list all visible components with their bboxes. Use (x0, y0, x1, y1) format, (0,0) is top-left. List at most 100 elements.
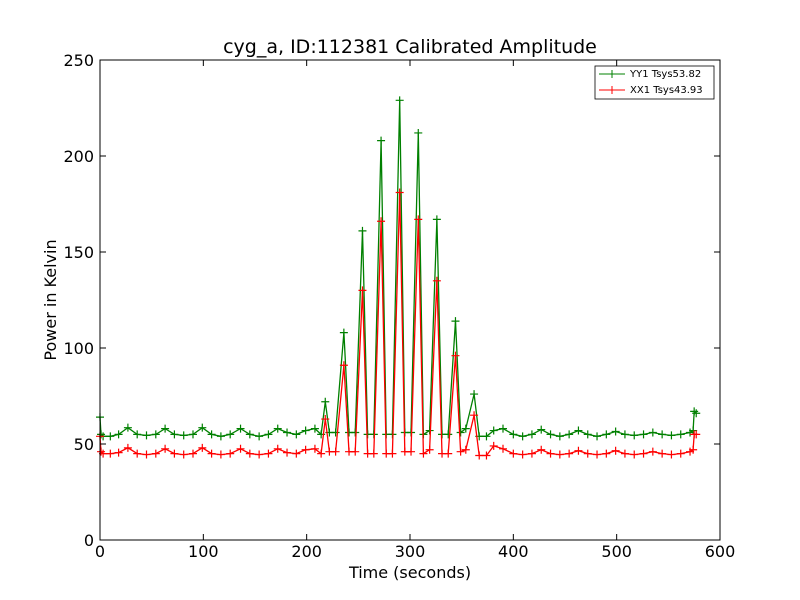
data-point (555, 450, 564, 459)
data-point (339, 361, 348, 370)
data-point (658, 449, 667, 458)
data-point (456, 428, 465, 437)
y-tick-label: 0 (84, 531, 94, 550)
data-point (414, 215, 423, 224)
data-point (692, 430, 701, 439)
data-point (170, 430, 179, 439)
x-tick-label: 300 (395, 542, 426, 561)
legend-marker-yy1 (608, 70, 616, 78)
data-point (425, 445, 434, 454)
data-point (611, 446, 620, 455)
data-point (264, 449, 273, 458)
data-point (179, 431, 188, 440)
data-point (189, 449, 197, 458)
data-point (216, 450, 225, 459)
data-point (321, 397, 330, 406)
data-point (301, 426, 310, 435)
data-point (546, 449, 555, 458)
legend: YY1 Tsys53.82 XX1 Tsys43.93 (594, 65, 715, 100)
data-point (189, 430, 197, 439)
data-point (407, 447, 416, 456)
data-point (114, 430, 123, 439)
ticks-layer: 0 100 200 300 400 500 600 0 50 100 150 200 250 (63, 51, 735, 561)
data-point (509, 449, 518, 458)
data-point (470, 390, 479, 399)
data-point (425, 426, 434, 435)
data-point (456, 447, 465, 456)
data-point (123, 423, 132, 432)
data-point (602, 430, 611, 439)
data-point (339, 328, 348, 337)
x-tick-label: 200 (291, 542, 322, 561)
data-point (245, 449, 254, 458)
x-tick-label: 400 (498, 542, 529, 561)
y-tick-label: 50 (74, 435, 94, 454)
y-tick-label: 250 (63, 51, 94, 70)
data-point (331, 428, 340, 437)
data-point (351, 447, 360, 456)
data-point (620, 449, 629, 458)
data-point (106, 449, 115, 458)
data-point (648, 447, 657, 456)
data-point (611, 427, 620, 436)
data-point (207, 430, 216, 439)
data-point (273, 424, 282, 433)
y-axis-label: Power in Kelvin (41, 239, 60, 360)
data-point (676, 430, 685, 439)
data-point (546, 430, 555, 439)
data-point (518, 450, 527, 459)
data-point (444, 449, 453, 458)
data-point (555, 432, 564, 441)
data-point (499, 444, 507, 453)
legend-marker-xx1 (608, 86, 616, 94)
data-point (377, 217, 386, 226)
data-point (301, 445, 310, 454)
data-point (574, 446, 583, 455)
data-point (331, 447, 340, 456)
data-point (395, 188, 404, 197)
data-point (565, 449, 574, 458)
data-point (255, 432, 264, 441)
x-tick-label: 500 (601, 542, 632, 561)
data-point (264, 430, 273, 439)
series-yy1 (96, 96, 701, 441)
data-point (179, 450, 188, 459)
data-point (565, 430, 574, 439)
data-point (432, 276, 441, 285)
data-point (198, 443, 207, 452)
data-point (489, 426, 498, 435)
data-point (630, 450, 639, 459)
data-point (123, 443, 132, 452)
data-point (689, 445, 698, 454)
data-point (283, 448, 292, 457)
data-point (639, 449, 648, 458)
data-point (207, 449, 216, 458)
data-point (692, 409, 701, 418)
data-point (226, 449, 235, 458)
data-point (161, 444, 170, 453)
data-point (451, 351, 460, 360)
data-point (470, 411, 479, 420)
data-point (151, 430, 160, 439)
x-axis-label: Time (seconds) (348, 563, 471, 582)
data-point (414, 128, 423, 137)
data-point (216, 432, 225, 441)
data-point (161, 424, 170, 433)
data-point (226, 430, 235, 439)
series-xx1 (96, 188, 701, 460)
data-point (292, 449, 301, 458)
data-point (667, 450, 676, 459)
data-point (602, 449, 611, 458)
legend-label-xx1: XX1 Tsys43.93 (630, 85, 703, 96)
data-point (151, 449, 160, 458)
data-point (395, 96, 404, 105)
data-point (527, 430, 536, 439)
x-tick-label: 600 (705, 542, 736, 561)
data-point (310, 444, 319, 453)
data-point (310, 424, 319, 433)
data-point (170, 449, 179, 458)
data-point (198, 423, 207, 432)
plot-area (100, 60, 720, 540)
y-tick-label: 200 (63, 147, 94, 166)
